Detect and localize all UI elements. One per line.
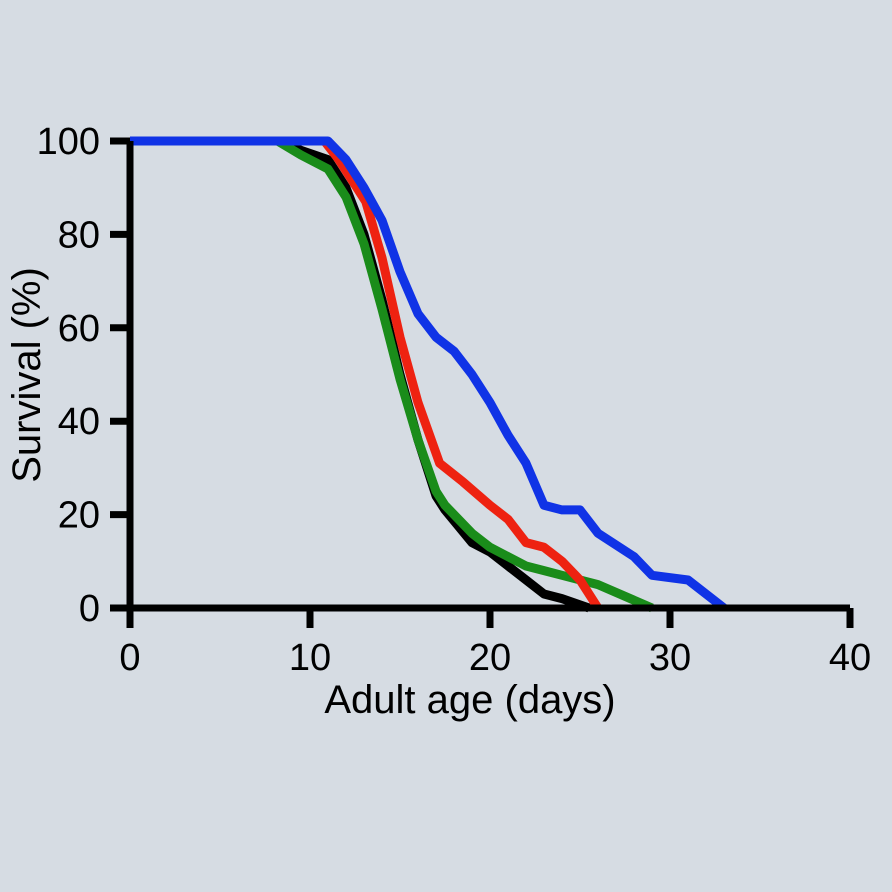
y-tick-label-40: 40	[58, 401, 100, 443]
x-tick-label-0: 0	[119, 637, 140, 679]
x-tick-label-40: 40	[829, 637, 871, 679]
y-tick-label-0: 0	[79, 588, 100, 630]
x-axis-group: 0 10 20 30 40	[119, 604, 871, 679]
y-axis-group: 0 20 40 60 80 100	[37, 121, 134, 630]
x-tick-label-30: 30	[649, 637, 691, 679]
series-group	[130, 136, 727, 613]
x-ticks: 0 10 20 30 40	[119, 608, 871, 679]
series-line-red	[130, 136, 602, 611]
y-ticks: 0 20 40 60 80 100	[37, 121, 130, 630]
x-tick-label-20: 20	[469, 637, 511, 679]
y-tick-label-80: 80	[58, 214, 100, 256]
x-axis-title: Adult age (days)	[324, 678, 615, 722]
y-axis-title: Survival (%)	[5, 267, 49, 483]
series-line-green	[130, 136, 654, 613]
y-tick-label-20: 20	[58, 495, 100, 537]
series-line-blue	[130, 136, 727, 612]
y-tick-label-60: 60	[58, 308, 100, 350]
x-tick-label-10: 10	[289, 637, 331, 679]
y-tick-label-100: 100	[37, 121, 100, 163]
